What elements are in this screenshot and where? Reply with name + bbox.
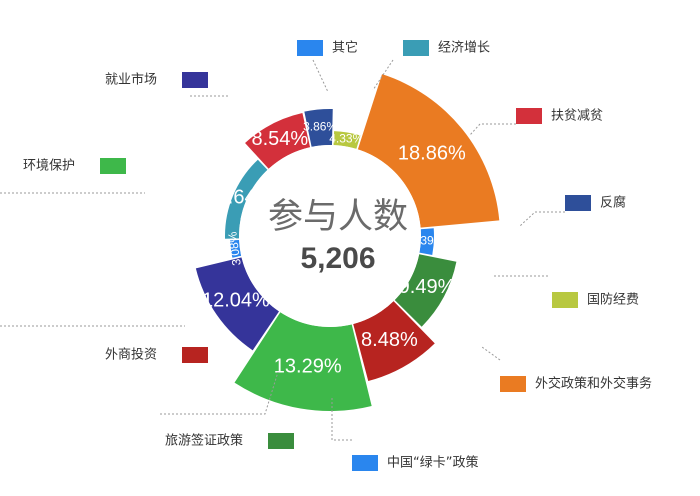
slice-label-9: 12.04% (202, 290, 270, 312)
legend-label-3: 国防经费 (587, 292, 639, 308)
center-value: 5,206 (300, 242, 375, 275)
slice-label-6: 9.49% (399, 276, 456, 298)
legend-item-4: 外交政策和外交事务 (500, 376, 652, 392)
legend-swatch-6 (268, 433, 294, 449)
slice-8 (234, 312, 372, 411)
legend-label-8: 环境保护 (23, 159, 75, 174)
donut-hole (239, 145, 421, 327)
legend-item-1: 扶贫减贫 (516, 108, 603, 124)
legend-item-2: 反腐 (565, 195, 626, 211)
legend-label-9: 就业市场 (105, 72, 157, 88)
chart-slices: 13.64%8.54%3.86%4.33%18.86%4.39%9.49%8.4… (195, 74, 500, 411)
legend-swatch-10 (297, 40, 323, 56)
legend-item-6: 旅游签证政策 (165, 433, 294, 449)
legend-item-9: 就业市场 (105, 72, 208, 88)
legend-label-2: 反腐 (600, 196, 626, 211)
legend-swatch-0 (403, 40, 429, 56)
leader-line-5 (331, 398, 352, 441)
slice-1 (245, 113, 311, 169)
legend-swatch-7 (182, 347, 208, 363)
legend-label-7: 外商投资 (105, 347, 157, 363)
slice-label-2: 3.86% (303, 120, 337, 134)
slice-label-3: 4.33% (329, 132, 363, 146)
slice-0 (225, 159, 268, 239)
legend-label-10: 其它 (332, 40, 358, 56)
legend-item-8: 环境保护 (23, 158, 126, 174)
slice-5 (419, 228, 434, 256)
legend-swatch-5 (352, 455, 378, 471)
legend-label-0: 经济增长 (438, 41, 490, 56)
legend-label-4: 外交政策和外交事务 (535, 376, 652, 392)
leader-line-6 (160, 371, 279, 415)
legend-swatch-4 (500, 376, 526, 392)
legend-swatch-8 (100, 158, 126, 174)
leader-line-1 (469, 123, 516, 136)
legend-swatch-2 (565, 195, 591, 211)
legend-item-10: 其它 (297, 40, 358, 56)
slice-2 (304, 108, 333, 147)
slice-7 (353, 301, 435, 382)
legend-swatch-1 (516, 108, 542, 124)
legend-label-1: 扶贫减贫 (551, 108, 603, 124)
legend-leader-lines (0, 59, 565, 441)
legend-item-0: 经济增长 (403, 40, 490, 56)
slice-label-4: 18.86% (398, 143, 466, 165)
slice-label-1: 8.54% (252, 128, 309, 150)
slice-label-8: 13.29% (274, 355, 342, 377)
slice-9 (195, 257, 280, 351)
legend-label-5: 中国“绿卡”政策 (387, 455, 478, 471)
slice-3 (333, 131, 361, 149)
center-title: 参与人数 (268, 197, 408, 237)
legend-item-5: 中国“绿卡”政策 (352, 455, 478, 471)
legend-swatch-9 (182, 72, 208, 88)
legend-item-7: 外商投资 (105, 347, 208, 363)
leader-line-2 (519, 211, 565, 227)
slice-6 (394, 254, 457, 327)
slice-10 (230, 239, 242, 258)
legend-item-3: 国防经费 (552, 292, 639, 308)
slice-label-7: 8.48% (361, 329, 418, 351)
leader-line-10 (312, 59, 329, 93)
legend-swatch-3 (552, 292, 578, 308)
legend-label-6: 旅游签证政策 (165, 433, 243, 449)
slice-4 (357, 74, 500, 228)
leader-line-4 (481, 346, 501, 361)
